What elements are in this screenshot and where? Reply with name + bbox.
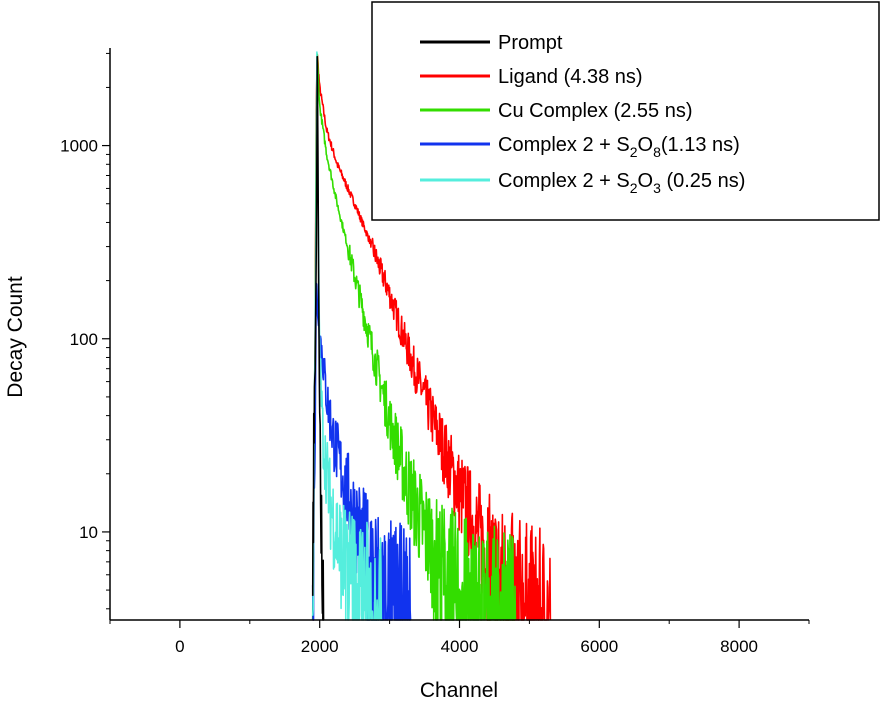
- y-tick-label: 10: [79, 523, 98, 542]
- legend-label: Ligand (4.38 ns): [498, 66, 643, 88]
- legend: Prompt Ligand (4.38 ns) Cu Complex (2.55 n…: [371, 1, 880, 221]
- x-axis-title: Channel: [420, 679, 498, 702]
- legend-label: Prompt: [498, 32, 563, 54]
- series-ligand-4-38-ns: [311, 53, 552, 621]
- series-cu-complex-2-55-ns: [311, 53, 517, 621]
- legend-label: Complex 2 + S2O8(1.13 ns): [498, 134, 740, 160]
- x-tick-label: 0: [175, 637, 184, 656]
- x-tick-label: 6000: [580, 637, 618, 656]
- series-prompt: [311, 55, 325, 621]
- legend-label: Cu Complex (2.55 ns): [498, 100, 693, 122]
- legend-label: Complex 2 + S2O3 (0.25 ns): [498, 170, 745, 196]
- series-layer: [311, 51, 552, 621]
- y-tick-label: 100: [70, 330, 98, 349]
- y-axis-title: Decay Count: [4, 276, 27, 398]
- x-tick-label: 8000: [720, 637, 758, 656]
- axes-layer: 0 2000 4000 6000 8000 10 100 1000: [60, 48, 810, 656]
- y-tick-label: 1000: [60, 137, 98, 156]
- x-tick-label: 4000: [441, 637, 479, 656]
- x-tick-label: 2000: [301, 637, 339, 656]
